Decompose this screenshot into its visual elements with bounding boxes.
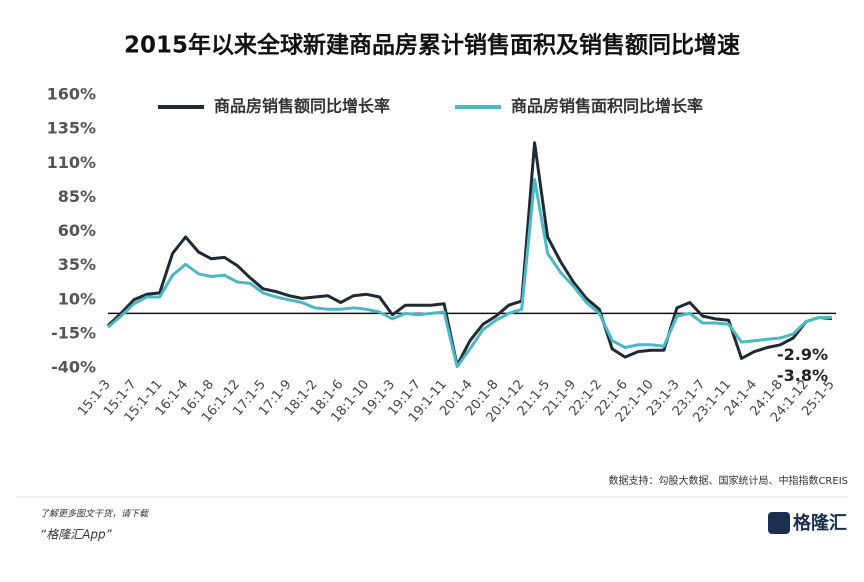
footer-text: “格隆汇App” — [40, 528, 113, 542]
y-tick-label: 10% — [58, 289, 96, 308]
y-tick-label: 110% — [47, 153, 96, 172]
footer-text: 了解更多图文干货，请下载 — [40, 509, 149, 520]
y-tick-label: 35% — [58, 255, 96, 274]
series-line — [107, 178, 833, 369]
y-tick-label: 85% — [58, 187, 96, 206]
logo: 格隆汇 — [793, 512, 847, 534]
chart-title: 2015年以来全球新建商品房累计销售面积及销售额同比增速 — [124, 32, 740, 59]
annotation: -2.9% — [777, 345, 828, 364]
y-tick-label: -40% — [51, 358, 96, 377]
series-line — [106, 141, 833, 367]
y-tick-label: -15% — [51, 323, 96, 342]
annotation: -3.8% — [777, 366, 828, 385]
y-tick-label: 60% — [58, 221, 96, 240]
source: 数据支持：勾股大数据、国家统计局、中指指数CREIS — [608, 474, 848, 487]
legend-label: 商品房销售额同比增长率 — [214, 97, 390, 116]
y-tick-label: 135% — [47, 119, 96, 138]
y-tick-label: 160% — [47, 85, 96, 104]
legend-label: 商品房销售面积同比增长率 — [511, 97, 703, 116]
logo-icon — [768, 512, 790, 534]
